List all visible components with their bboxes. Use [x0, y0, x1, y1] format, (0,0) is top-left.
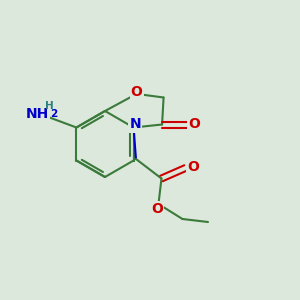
- Text: H: H: [45, 100, 54, 111]
- Text: O: O: [151, 202, 163, 216]
- Text: NH: NH: [26, 107, 49, 121]
- Text: N: N: [129, 118, 141, 131]
- Text: O: O: [130, 85, 142, 98]
- Text: O: O: [187, 160, 199, 174]
- Text: O: O: [188, 117, 200, 131]
- Text: 2: 2: [50, 109, 58, 119]
